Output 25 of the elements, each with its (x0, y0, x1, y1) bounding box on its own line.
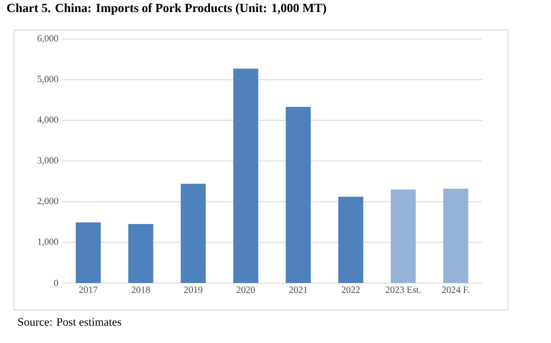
bar (128, 224, 154, 283)
y-tick-label: 1,000 (38, 238, 58, 246)
x-tick-label: 2024 F. (442, 286, 470, 293)
bar (233, 68, 258, 283)
x-tick-label: 2021 (289, 286, 308, 293)
y-tick-label: 4,000 (37, 116, 58, 124)
y-tick-label: 6,000 (38, 35, 58, 43)
bar (180, 184, 206, 283)
bar (338, 196, 364, 283)
y-tick-label: 0 (54, 280, 58, 286)
y-tick-label: 3,000 (38, 157, 58, 165)
bar (76, 222, 101, 283)
x-tick-label: 2018 (132, 286, 150, 293)
chart-title: Chart 5. China: Imports of Pork Products (Unit: 1,000 MT) (7, 3, 326, 15)
x-tick-label: 2023 Est. (386, 286, 421, 293)
y-tick-label: 2,000 (38, 198, 58, 206)
bar (443, 188, 468, 283)
x-tick-label: 2020 (236, 286, 255, 293)
x-tick-label: 2019 (184, 286, 202, 293)
source-note: Source: Post estimates (18, 318, 122, 326)
x-tick-label: 2022 (342, 286, 360, 293)
y-tick-label: 5,000 (38, 76, 58, 84)
bar (390, 189, 416, 283)
x-tick-label: 2017 (79, 286, 98, 293)
bar (286, 106, 311, 283)
